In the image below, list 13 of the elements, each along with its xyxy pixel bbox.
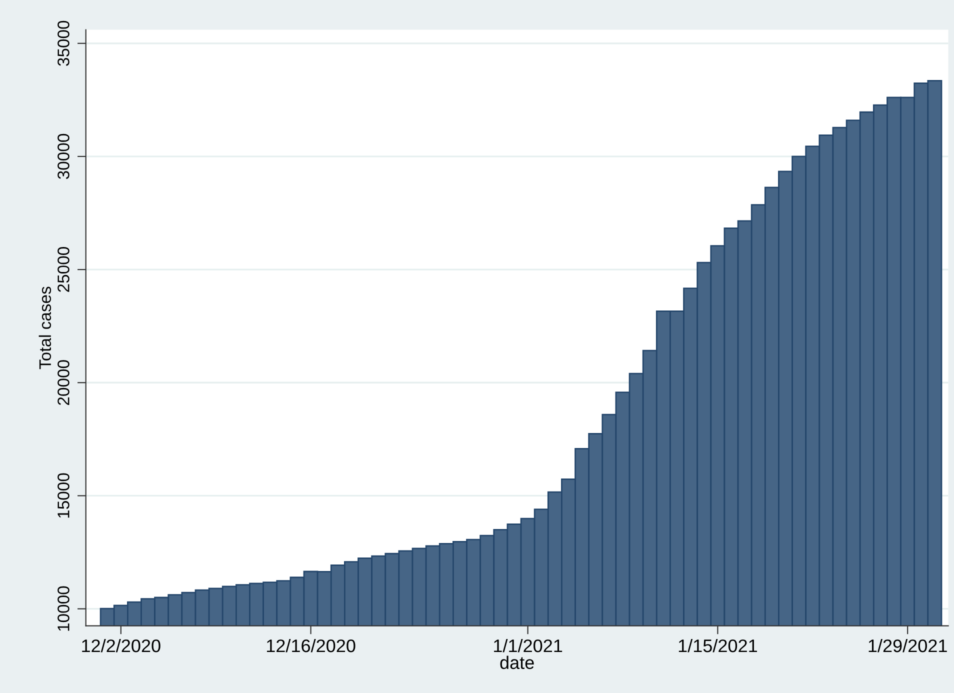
y-tick-label: 20000 xyxy=(58,360,70,405)
x-axis-title: date xyxy=(500,656,534,670)
x-tick-label: 12/16/2020 xyxy=(266,638,356,652)
y-axis-title: Total cases xyxy=(38,286,52,370)
x-tick-label: 1/15/2021 xyxy=(678,638,757,652)
y-tick-label: 15000 xyxy=(58,473,70,518)
y-tick-label: 30000 xyxy=(58,134,70,179)
x-tick-label: 1/1/2021 xyxy=(494,638,562,652)
y-tick-label: 25000 xyxy=(58,247,70,292)
x-tick-label: 1/29/2021 xyxy=(868,638,947,652)
x-tick-label: 12/2/2020 xyxy=(82,638,160,652)
y-tick-label: 35000 xyxy=(58,20,70,66)
y-tick-label: 10000 xyxy=(58,586,70,631)
